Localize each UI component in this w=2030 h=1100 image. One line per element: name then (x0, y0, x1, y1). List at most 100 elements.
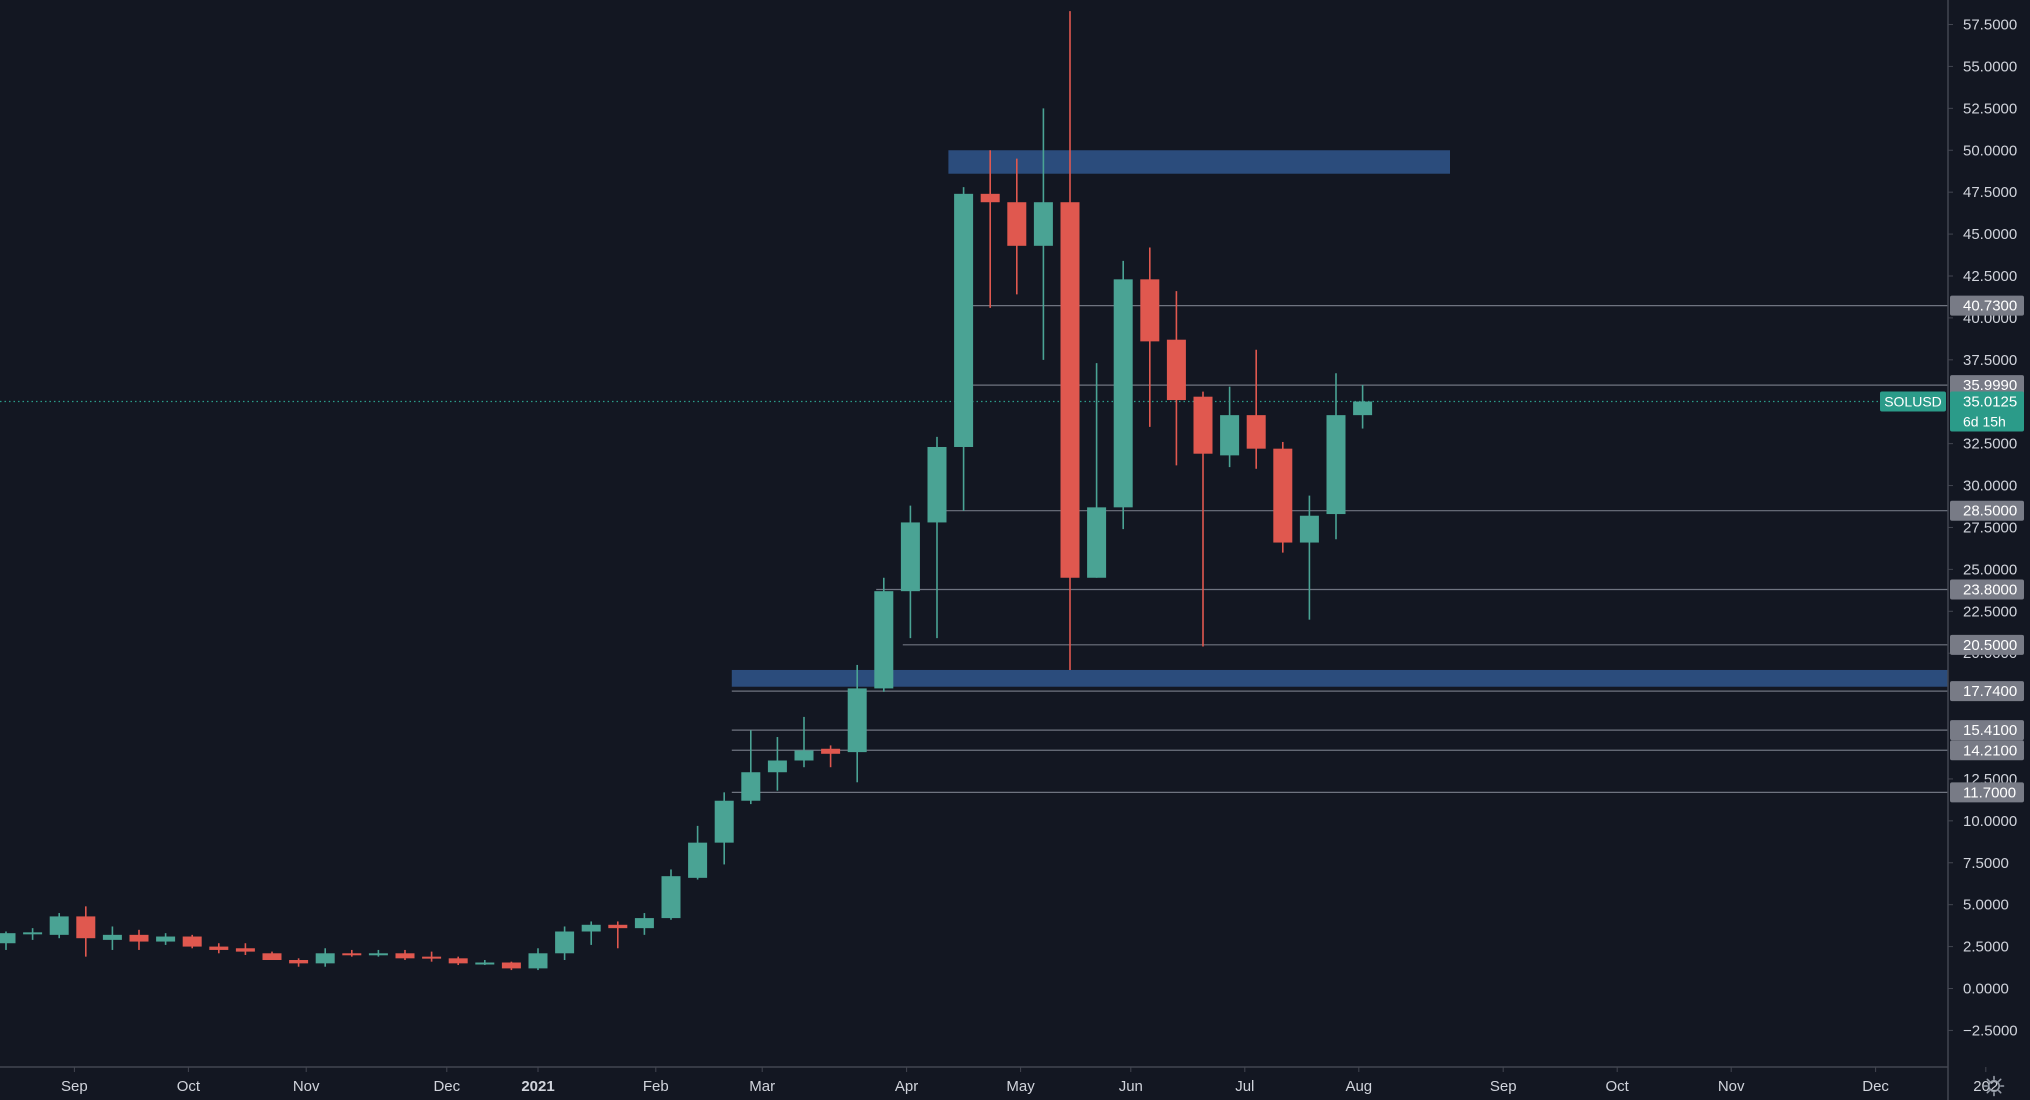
candle-body-down (1273, 448, 1293, 543)
level-price-tag (1950, 782, 2024, 803)
candle-body-up (661, 876, 681, 919)
candle-body-up (847, 688, 867, 753)
candle-body-down (182, 936, 202, 947)
candle-body-up (368, 953, 388, 956)
x-tick-label: Jul (1235, 1078, 1254, 1095)
candle-body-up (954, 193, 974, 447)
candle-body-down (980, 193, 1000, 203)
countdown-label: 6d 15h (1963, 414, 2006, 430)
candle-body-up (1220, 415, 1240, 456)
level-price-tag (1950, 681, 2024, 702)
candle-body-up (714, 800, 734, 843)
candle-body-up (49, 916, 69, 935)
y-tick-label: −2.5000 (1963, 1022, 2018, 1039)
candle-body-up (1326, 415, 1346, 515)
supply-demand-zone (731, 669, 1948, 687)
level-price-tag (1950, 295, 2024, 316)
level-price-tag (1950, 375, 2024, 396)
y-tick-label: 2.5000 (1963, 939, 2009, 956)
level-price-tag (1950, 500, 2024, 521)
candle-body-up (741, 772, 761, 801)
candle-body-up (1113, 279, 1133, 508)
y-tick-label: 42.5000 (1963, 268, 2017, 285)
candle-body-up (1033, 202, 1053, 246)
candle-body-down (448, 958, 468, 964)
candle-body-up (927, 446, 947, 523)
x-tick-label: Nov (1718, 1078, 1745, 1095)
candle-body-down (422, 956, 442, 959)
y-tick-label: 57.5000 (1963, 17, 2017, 34)
x-tick-label: Jun (1119, 1078, 1143, 1095)
current-price-tag (1950, 391, 2024, 432)
y-tick-label: 10.0000 (1963, 813, 2017, 830)
candle-body-up (315, 953, 335, 964)
gear-icon (1983, 1075, 2005, 1097)
x-tick-label: Aug (1345, 1078, 1372, 1095)
y-tick-label: 45.0000 (1963, 226, 2017, 243)
chart-settings-button[interactable] (1974, 1072, 2014, 1100)
x-tick-label: Sep (61, 1078, 88, 1095)
candle-body-up (874, 591, 894, 689)
y-tick-label: 25.0000 (1963, 561, 2017, 578)
candle-body-up (1353, 401, 1373, 416)
symbol-tag (1880, 391, 1946, 412)
y-tick-label: 22.5000 (1963, 603, 2017, 620)
level-price-label: 23.8000 (1963, 581, 2017, 598)
x-tick-label: Feb (643, 1078, 669, 1095)
x-tick-label: Oct (1606, 1078, 1630, 1095)
candle-body-up (767, 760, 787, 773)
candle-body-up (0, 933, 16, 944)
x-tick-label: Dec (1862, 1078, 1889, 1095)
candle-body-down (1193, 396, 1213, 454)
level-price-label: 11.7000 (1963, 784, 2016, 801)
y-tick-label: 7.5000 (1963, 855, 2009, 872)
candle-body-down (289, 959, 309, 964)
x-tick-label: 2021 (521, 1078, 554, 1095)
candle-body-up (581, 924, 601, 932)
y-tick-label: 47.5000 (1963, 184, 2017, 201)
level-price-tag (1950, 634, 2024, 655)
level-price-label: 17.7400 (1963, 683, 2017, 700)
y-tick-label: 37.5000 (1963, 352, 2017, 369)
y-tick-label: 55.0000 (1963, 58, 2017, 75)
candle-body-down (209, 946, 229, 950)
candle-body-down (1007, 202, 1027, 246)
y-tick-label: 5.0000 (1963, 897, 2009, 914)
level-price-tag (1950, 579, 2024, 600)
level-price-tag (1950, 720, 2024, 741)
x-tick-label: Sep (1490, 1078, 1517, 1095)
level-price-label: 35.9990 (1963, 377, 2017, 394)
candle-body-down (342, 953, 362, 956)
candle-body-down (1140, 279, 1160, 342)
candle-body-down (608, 924, 628, 929)
candle-body-down (501, 962, 521, 969)
candle-body-up (688, 842, 708, 878)
candle-body-down (235, 948, 255, 952)
symbol-label: SOLUSD (1884, 394, 1942, 410)
candle-body-down (395, 953, 415, 959)
candle-body-down (1166, 339, 1186, 401)
x-tick-label: May (1006, 1078, 1035, 1095)
level-price-label: 40.7300 (1963, 298, 2017, 315)
y-tick-label: 30.0000 (1963, 478, 2017, 495)
y-tick-label: 32.5000 (1963, 436, 2017, 453)
x-tick-label: Mar (749, 1078, 775, 1095)
candle-body-up (794, 750, 814, 761)
y-tick-label: 0.0000 (1963, 981, 2009, 998)
candle-body-up (475, 962, 495, 965)
candle-body-down (129, 934, 149, 942)
candle-body-up (1087, 507, 1107, 578)
candle-body-up (900, 522, 920, 592)
current-price-label: 35.0125 (1963, 394, 2017, 411)
level-price-tag (1950, 740, 2024, 761)
candle-body-down (821, 748, 841, 754)
candle-body-down (1246, 415, 1266, 449)
candle-body-down (262, 953, 282, 960)
x-tick-label: Dec (433, 1078, 460, 1095)
candle-body-up (1299, 515, 1319, 543)
level-price-label: 15.4100 (1963, 722, 2017, 739)
candle-body-down (76, 916, 96, 939)
y-tick-label: 50.0000 (1963, 142, 2017, 159)
